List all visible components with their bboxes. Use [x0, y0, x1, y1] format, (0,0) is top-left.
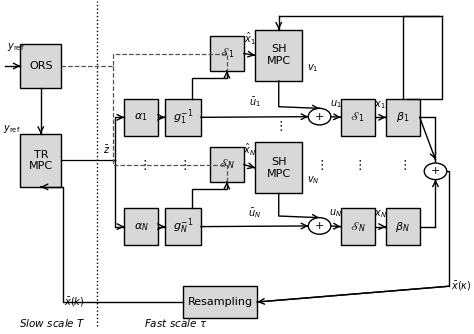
Text: ORS: ORS — [29, 61, 53, 71]
FancyBboxPatch shape — [210, 147, 244, 182]
Text: Fast scale $\tau$: Fast scale $\tau$ — [145, 317, 208, 329]
FancyBboxPatch shape — [210, 36, 244, 71]
Text: $\mathscr{S}_1$: $\mathscr{S}_1$ — [219, 47, 234, 60]
Text: $x_1$: $x_1$ — [374, 99, 386, 111]
Text: $\mathscr{S}_N$: $\mathscr{S}_N$ — [219, 158, 235, 171]
FancyBboxPatch shape — [165, 99, 201, 136]
Text: $x_N$: $x_N$ — [374, 208, 387, 220]
FancyBboxPatch shape — [341, 208, 374, 245]
Text: $\bar{u}_N$: $\bar{u}_N$ — [248, 206, 261, 220]
FancyBboxPatch shape — [124, 99, 158, 136]
FancyBboxPatch shape — [165, 208, 201, 245]
Text: $\alpha_N$: $\alpha_N$ — [134, 221, 148, 232]
Text: $\vdots$: $\vdots$ — [178, 158, 187, 172]
Text: $\vdots$: $\vdots$ — [315, 158, 324, 172]
FancyBboxPatch shape — [20, 44, 61, 88]
Text: $v_1$: $v_1$ — [307, 62, 319, 73]
FancyBboxPatch shape — [386, 208, 419, 245]
Text: +: + — [431, 166, 440, 176]
Text: +: + — [315, 112, 324, 122]
Text: $\alpha_1$: $\alpha_1$ — [134, 112, 148, 123]
Text: Resampling: Resampling — [188, 297, 253, 307]
Text: $\bar{x}(\kappa)$: $\bar{x}(\kappa)$ — [451, 280, 472, 293]
Text: $g_N^{-1}$: $g_N^{-1}$ — [173, 217, 193, 236]
Text: SH
MPC: SH MPC — [267, 44, 291, 66]
FancyBboxPatch shape — [20, 134, 61, 187]
Text: $y_{\rm ref}$: $y_{\rm ref}$ — [7, 41, 25, 53]
Circle shape — [424, 163, 447, 180]
Text: $\bar{x}(k)$: $\bar{x}(k)$ — [64, 296, 85, 309]
Text: $\mathscr{S}_1$: $\mathscr{S}_1$ — [350, 111, 365, 124]
Text: $\bar{z}$: $\bar{z}$ — [102, 144, 110, 156]
Text: $u_N$: $u_N$ — [329, 207, 342, 219]
Text: $\bar{u}_1$: $\bar{u}_1$ — [249, 95, 261, 109]
Text: SH
MPC: SH MPC — [267, 157, 291, 179]
FancyBboxPatch shape — [386, 99, 419, 136]
Text: $\vdots$: $\vdots$ — [398, 158, 407, 172]
Text: $\mathscr{S}_N$: $\mathscr{S}_N$ — [350, 220, 365, 233]
Text: $\hat{x}_1$: $\hat{x}_1$ — [244, 31, 255, 47]
Text: Slow scale $T$: Slow scale $T$ — [18, 317, 85, 329]
Text: $\beta_1$: $\beta_1$ — [396, 110, 410, 124]
FancyBboxPatch shape — [255, 29, 302, 81]
FancyBboxPatch shape — [183, 286, 257, 318]
Text: $\vdots$: $\vdots$ — [274, 119, 283, 133]
Text: $\vdots$: $\vdots$ — [353, 158, 362, 172]
Text: $\beta_N$: $\beta_N$ — [395, 220, 410, 233]
Text: $g_1^{-1}$: $g_1^{-1}$ — [173, 108, 193, 127]
Text: +: + — [315, 221, 324, 231]
FancyBboxPatch shape — [124, 208, 158, 245]
Circle shape — [308, 218, 331, 234]
Text: $u_1$: $u_1$ — [330, 98, 342, 110]
Text: $y_{\rm ref}$: $y_{\rm ref}$ — [3, 123, 20, 135]
Text: TR
MPC: TR MPC — [29, 150, 53, 171]
Text: $\hat{x}_N$: $\hat{x}_N$ — [243, 142, 256, 158]
Text: $v_N$: $v_N$ — [307, 174, 319, 186]
FancyBboxPatch shape — [341, 99, 374, 136]
Circle shape — [308, 108, 331, 125]
Text: $\vdots$: $\vdots$ — [138, 158, 147, 172]
FancyBboxPatch shape — [255, 142, 302, 193]
